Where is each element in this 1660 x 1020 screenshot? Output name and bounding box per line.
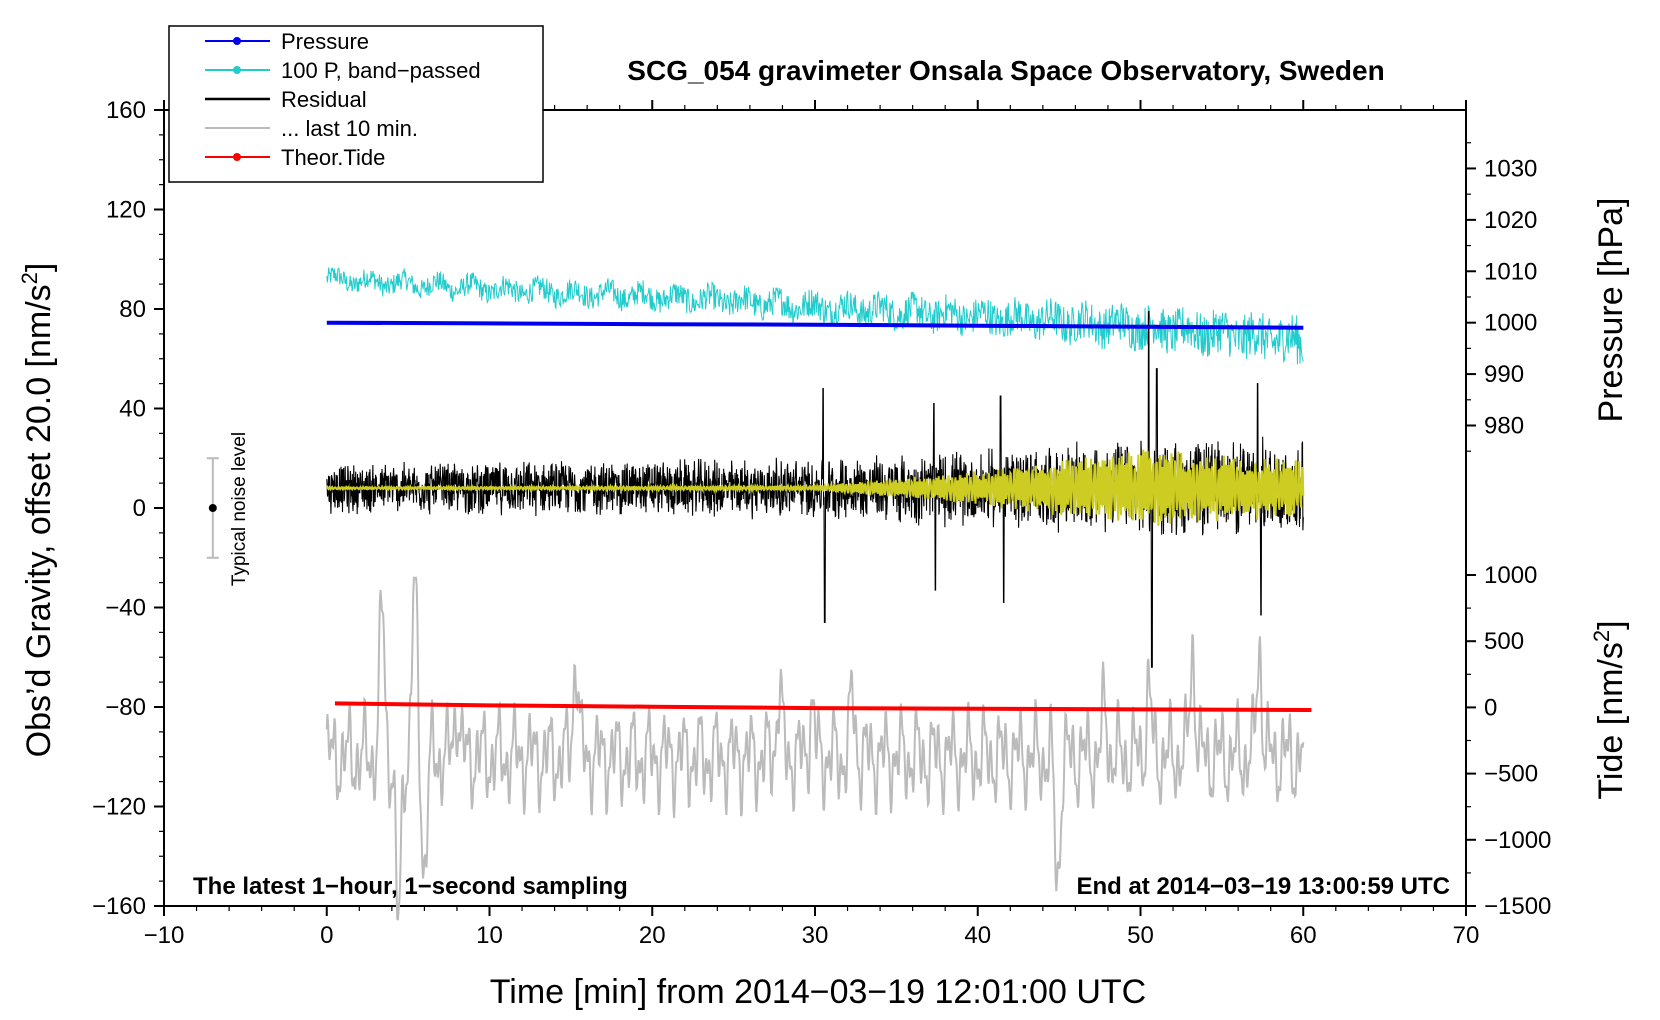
y-tick-label: −80 bbox=[105, 694, 146, 721]
tide-tick-label: 0 bbox=[1484, 694, 1497, 721]
x-tick-label: 40 bbox=[964, 922, 991, 949]
tide-tick-label: −1000 bbox=[1484, 827, 1551, 854]
series-band-passed-pressure-line bbox=[326, 267, 1304, 365]
y-axis-title-sup: 2 bbox=[17, 272, 42, 284]
tide-axis-title-sup: 2 bbox=[1589, 630, 1614, 642]
tide-tick-label: 1000 bbox=[1484, 562, 1537, 589]
legend-marker bbox=[233, 153, 241, 161]
tide-tick-label: 500 bbox=[1484, 628, 1524, 655]
legend-marker bbox=[233, 37, 241, 45]
legend-label: Residual bbox=[281, 87, 367, 112]
y-tick-label: 120 bbox=[106, 197, 146, 224]
series-pressure-line bbox=[326, 320, 1304, 330]
legend-label: Theor.Tide bbox=[281, 145, 385, 170]
y-axis-title: Obs’d Gravity, offset 20.0 [nm/s2] bbox=[17, 263, 58, 758]
legend: Pressure 100 P, band−passed Residual ... la… bbox=[168, 25, 544, 183]
y-tick-label: 80 bbox=[119, 296, 146, 323]
pressure-tick-label: 990 bbox=[1484, 361, 1524, 388]
pressure-tick-label: 980 bbox=[1484, 412, 1524, 439]
annotation-end-time: End at 2014−03−19 13:00:59 UTC bbox=[1076, 873, 1450, 900]
series-residual-smoothed-line bbox=[325, 449, 1305, 526]
series-layer bbox=[325, 267, 1312, 921]
y-axis-title-end: ] bbox=[20, 263, 58, 272]
pressure-tick-label: 1010 bbox=[1484, 258, 1537, 285]
pressure-axis-title: Pressure [hPa] bbox=[1592, 198, 1630, 423]
y-tick-label: 0 bbox=[133, 495, 146, 522]
x-tick-label: 20 bbox=[639, 922, 666, 949]
y-tick-label: −120 bbox=[92, 794, 146, 821]
noise-bar bbox=[206, 457, 219, 559]
y-tick-label: −160 bbox=[92, 893, 146, 920]
y-tick-label: −40 bbox=[105, 595, 146, 622]
series-tide-line bbox=[334, 701, 1312, 712]
x-tick-label: 60 bbox=[1290, 922, 1317, 949]
tide-axis-title-end: ] bbox=[1592, 620, 1630, 629]
legend-label: ... last 10 min. bbox=[281, 116, 418, 141]
x-tick-label: 50 bbox=[1127, 922, 1154, 949]
noise-level-label: Typical noise level bbox=[229, 432, 250, 586]
pressure-tick-label: 1020 bbox=[1484, 207, 1537, 234]
pressure-tick-label: 1030 bbox=[1484, 155, 1537, 182]
legend-label: Pressure bbox=[281, 29, 369, 54]
pressure-tick-label: 1000 bbox=[1484, 310, 1537, 337]
x-tick-label: 30 bbox=[802, 922, 829, 949]
x-tick-label: 0 bbox=[320, 922, 333, 949]
x-axis-title: Time [min] from 2014−03−19 12:01:00 UTC bbox=[490, 973, 1146, 1011]
axes-layer: −10 0 10 20 30 40 50 60 70−160−120−80−4004080120… bbox=[92, 97, 1551, 949]
annotation-sampling: The latest 1−hour, 1−second sampling bbox=[193, 873, 628, 900]
legend-marker bbox=[233, 66, 241, 74]
y-tick-label: 160 bbox=[106, 97, 146, 124]
chart-title: SCG_054 gravimeter Onsala Space Observat… bbox=[627, 55, 1384, 86]
x-tick-label: −10 bbox=[144, 922, 185, 949]
tide-tick-label: −1500 bbox=[1484, 893, 1551, 920]
noise-bar-center bbox=[208, 504, 217, 512]
tide-axis-title: Tide [nm/s2] bbox=[1589, 620, 1630, 799]
tide-axis-title-text: Tide [nm/s bbox=[1592, 642, 1630, 799]
y-axis-title-text: Obs’d Gravity, offset 20.0 [nm/s bbox=[20, 284, 58, 757]
x-tick-label: 10 bbox=[476, 922, 503, 949]
tide-tick-label: −500 bbox=[1484, 761, 1538, 788]
x-tick-label: 70 bbox=[1453, 922, 1480, 949]
y-tick-label: 40 bbox=[119, 396, 146, 423]
series-last-10-min-line bbox=[325, 576, 1305, 921]
legend-label: 100 P, band−passed bbox=[281, 58, 481, 83]
